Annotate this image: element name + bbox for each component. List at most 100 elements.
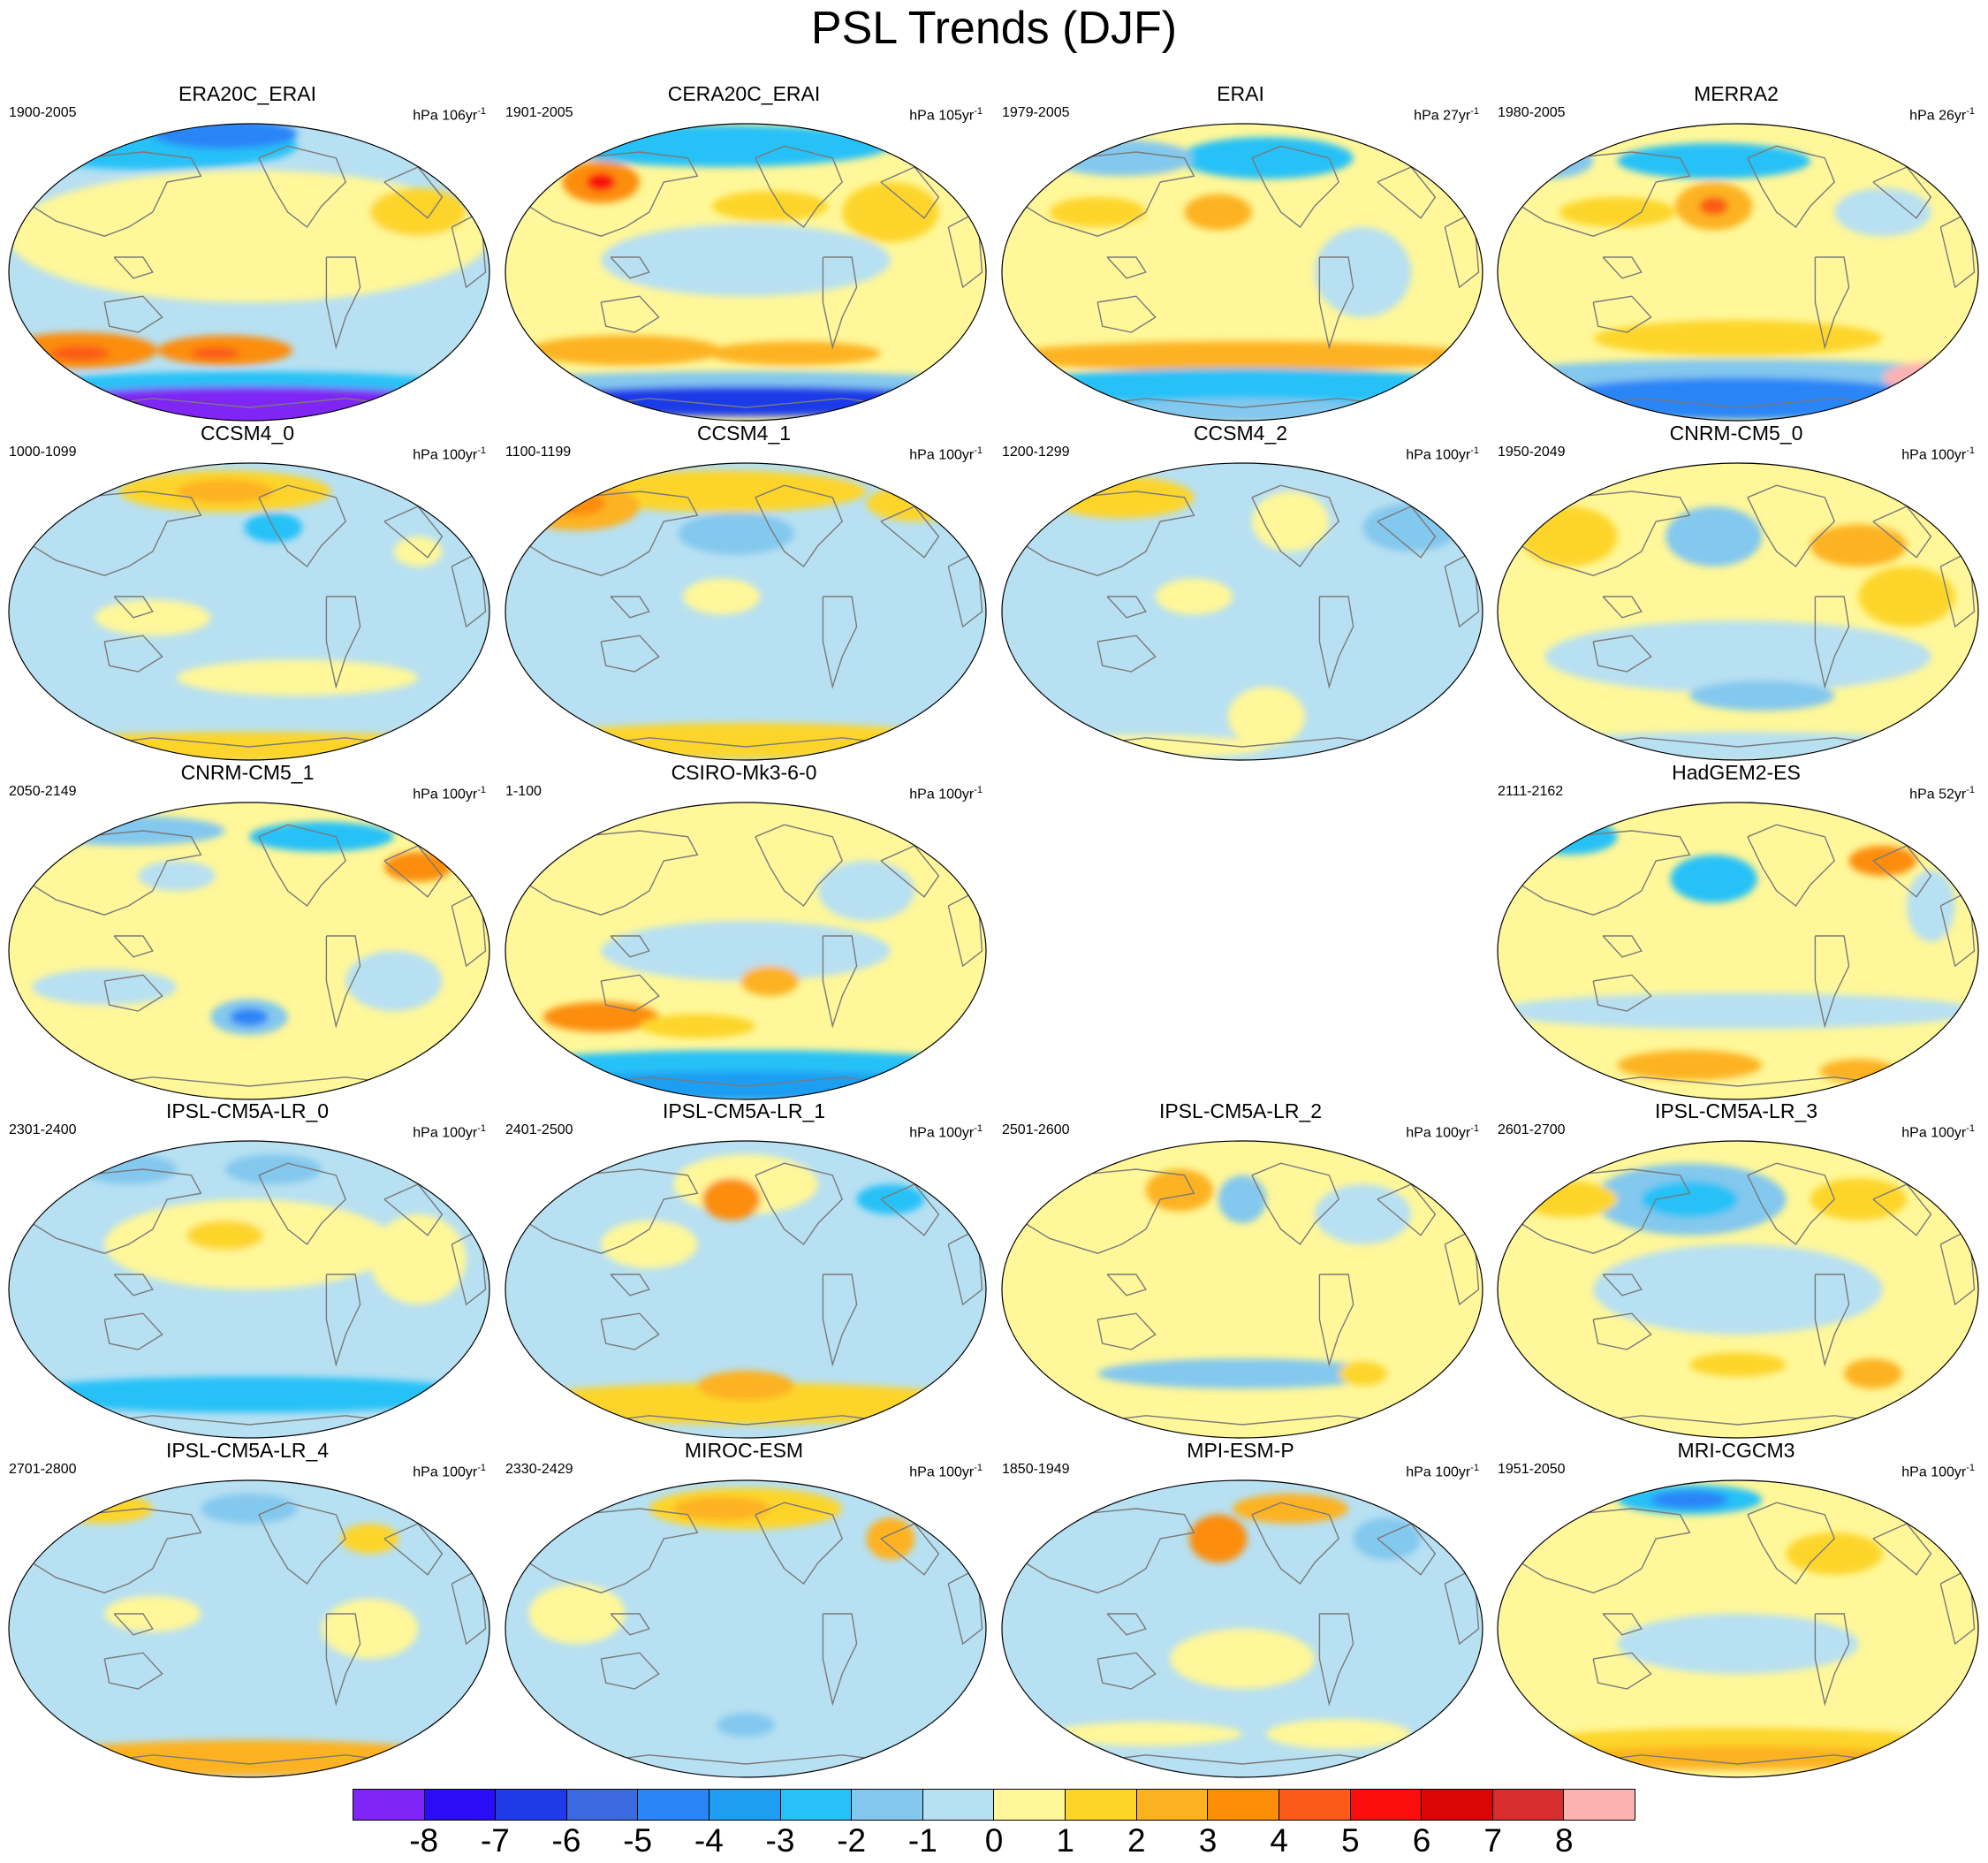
coastline: [1024, 490, 1195, 576]
anomaly-region: [1786, 1532, 1883, 1575]
map-field: [9, 1141, 489, 1438]
anomaly-region: [817, 861, 915, 921]
coastline: [1251, 1502, 1340, 1585]
colorbar-cell: [780, 1790, 853, 1820]
units-exponent: -1: [974, 445, 983, 456]
anomaly-region: [678, 512, 794, 555]
map: [1497, 123, 1979, 422]
coastline: [600, 635, 660, 673]
units-span: 100: [442, 787, 466, 802]
colorbar-cell: [709, 1790, 781, 1820]
map-border: [8, 462, 490, 761]
anomaly-region: [1666, 506, 1763, 567]
coastline: [1520, 490, 1691, 576]
anomaly-region: [528, 1752, 626, 1776]
coastline: [610, 256, 650, 279]
anomaly-region: [1049, 1722, 1242, 1746]
anomaly-region: [1145, 1169, 1214, 1212]
map-border: [505, 1479, 987, 1778]
coastline: [258, 1162, 347, 1246]
map-field: [1002, 1141, 1483, 1438]
map: [8, 802, 490, 1100]
units-prefix: hPa: [1414, 108, 1444, 124]
coastline: [527, 1508, 699, 1593]
units-span: 100: [1931, 447, 1954, 463]
panel-title: IPSL-CM5A-LR_1: [662, 1099, 826, 1122]
anomaly-region: [1362, 503, 1460, 551]
map-border: [8, 123, 490, 422]
panel-years: 2501-2600: [1002, 1122, 1070, 1137]
coastline: [451, 889, 487, 968]
map-border: [8, 1140, 490, 1439]
anomaly-region: [104, 1595, 201, 1632]
coastline: [527, 490, 699, 576]
coastline: [1814, 256, 1850, 350]
coastline: [880, 506, 940, 559]
colorbar-tick-label: -6: [551, 1822, 581, 1859]
anomaly-region: [1617, 142, 1810, 179]
anomaly-region: [1233, 1494, 1349, 1524]
colorbar-tick-label: 5: [1341, 1822, 1360, 1859]
map-panel: IPSL-CM5A-LR_2 2501-2600 hPa 100yr-1: [993, 1099, 1488, 1439]
coastline: [1106, 1613, 1147, 1636]
coastline: [383, 1523, 444, 1576]
anomaly-region: [717, 1713, 775, 1738]
anomaly-region: [1521, 506, 1618, 567]
map-border: [505, 123, 987, 422]
anomaly-region: [1907, 870, 1955, 942]
units-exponent: -1: [974, 785, 983, 795]
panel-years: 2111-2162: [1498, 784, 1564, 799]
units-prefix: hPa: [1909, 787, 1939, 802]
coastline: [610, 596, 650, 619]
anomaly-region: [1544, 377, 1931, 420]
map: [505, 123, 987, 422]
units-span: 100: [1435, 447, 1459, 463]
units-prefix: hPa: [909, 447, 939, 463]
coastline: [1318, 1613, 1354, 1707]
coastline: [1106, 256, 1147, 279]
coastline: [880, 845, 940, 898]
anomaly-region: [740, 966, 800, 996]
coastline: [527, 1168, 699, 1254]
map: [1497, 1479, 1979, 1778]
anomaly-region: [345, 951, 443, 1011]
colorbar-tick-label: -4: [694, 1822, 724, 1859]
coastline: [1377, 1183, 1437, 1236]
coastline: [822, 596, 858, 689]
coastline: [755, 1502, 844, 1585]
map-panel: CNRM-CM5_0 1950-2049 hPa 100yr-1: [1489, 421, 1984, 761]
anomaly-region: [1689, 681, 1835, 711]
units-exponent: -1: [1966, 106, 1975, 117]
colorbar-cell: [496, 1790, 567, 1820]
anomaly-region: [1544, 620, 1931, 693]
anomaly-region: [32, 969, 178, 1006]
units-prefix: hPa: [1406, 1125, 1436, 1141]
coastline: [383, 166, 444, 219]
anomaly-region: [1097, 398, 1387, 421]
panel-units: hPa 100yr-1: [413, 442, 486, 464]
coastline: [1251, 145, 1340, 229]
panel-title: CNRM-CM5_1: [180, 761, 315, 784]
map-panel: ERAI 1979-2005 hPa 27yr-1: [993, 81, 1488, 422]
anomaly-region: [1844, 1358, 1902, 1389]
anomaly-region: [1170, 1629, 1315, 1689]
units-span: 100: [1931, 1464, 1954, 1480]
anomaly-region: [177, 659, 419, 696]
colorbar-cell: [1422, 1790, 1493, 1820]
anomaly-region: [1498, 359, 1978, 390]
anomaly-region: [1670, 855, 1757, 903]
coastline: [1939, 210, 1976, 289]
map: [1497, 462, 1979, 761]
anomaly-region: [340, 1524, 399, 1554]
units-span: 100: [938, 1125, 962, 1141]
coastline: [325, 935, 361, 1029]
coastline: [610, 935, 650, 958]
units-prefix: hPa: [1901, 1464, 1931, 1480]
map-panel: CCSM4_1 1100-1199 hPa 100yr-1: [497, 421, 991, 761]
coastline: [610, 1613, 650, 1636]
map-panel: ERA20C_ERAI 1900-2005 hPa 106yr-1: [0, 81, 495, 422]
coastline: [1939, 1228, 1976, 1306]
coastline: [1872, 1523, 1932, 1576]
coastline: [1096, 1312, 1157, 1350]
panel-years: 2601-2700: [1498, 1122, 1566, 1137]
